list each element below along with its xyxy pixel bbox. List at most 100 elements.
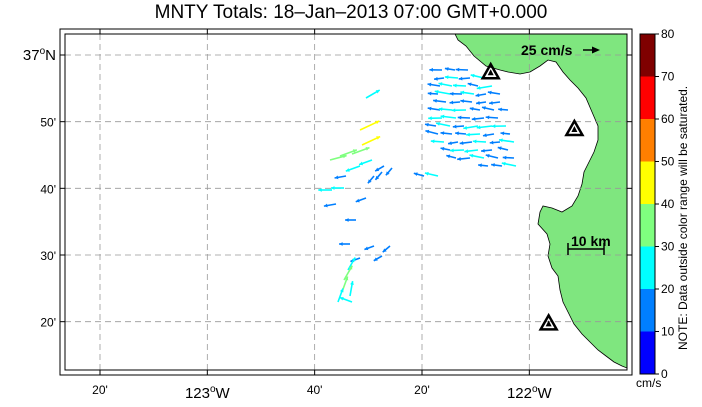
current-vector <box>481 106 495 111</box>
current-vector <box>444 75 459 80</box>
current-vector <box>413 172 425 177</box>
current-vector <box>334 175 347 180</box>
current-vector <box>475 93 487 98</box>
current-vector <box>351 146 370 155</box>
current-vector <box>429 67 443 72</box>
current-vector <box>463 125 479 130</box>
colorbar-segment <box>640 204 655 247</box>
current-vector <box>374 171 383 181</box>
current-vector <box>373 255 383 262</box>
current-vector <box>318 188 332 192</box>
current-vector <box>382 245 391 253</box>
current-vector <box>472 139 487 144</box>
colorbar-segment <box>640 289 655 332</box>
current-vector <box>459 141 473 145</box>
latitude-labels: 37oN 50' 40' 30' 20' <box>23 46 56 330</box>
current-vector <box>430 139 445 144</box>
current-vector <box>374 165 385 172</box>
current-vector <box>460 90 475 95</box>
colorbar-segment <box>640 331 655 374</box>
current-vector <box>446 154 457 159</box>
current-vector <box>452 124 465 129</box>
current-vector <box>339 242 350 246</box>
current-vector <box>455 131 467 136</box>
colorbar-tick-label: 40 <box>661 197 675 211</box>
current-vector <box>485 153 499 159</box>
current-vector <box>482 133 495 138</box>
colorbar: 0 10 20 30 40 50 60 70 80 <box>639 27 675 381</box>
lat-label: 30' <box>40 249 56 263</box>
colorbar-tick-label: 50 <box>661 155 675 169</box>
current-vector <box>450 148 465 153</box>
scale-bar <box>567 243 605 255</box>
longitude-labels: 20' 123oW 40' 20' 122oW <box>92 383 552 402</box>
current-vector <box>424 122 437 127</box>
station-marker-site-east <box>564 118 585 137</box>
colorbar-tick-label: 10 <box>661 325 675 339</box>
current-vector <box>331 186 344 190</box>
colorbar-tick-label: 60 <box>661 112 675 126</box>
current-vector <box>438 107 453 112</box>
colorbar-tick-label: 80 <box>661 27 675 41</box>
map-frame-inner <box>64 33 628 371</box>
current-vector <box>457 115 471 120</box>
current-vector <box>452 83 467 88</box>
map-frame-outer <box>59 28 633 376</box>
map-title: MNTY Totals: 18–Jan–2013 07:00 GMT+0.000 <box>154 2 548 23</box>
current-vector <box>323 203 337 208</box>
current-vector <box>358 159 373 166</box>
station-marker-site-north <box>480 61 501 80</box>
lat-label: 50' <box>40 116 56 130</box>
current-vector <box>500 131 511 136</box>
current-vector <box>345 218 356 222</box>
colorbar-tick-label: 0 <box>661 367 668 381</box>
current-vectors <box>318 67 517 303</box>
current-vector <box>424 171 439 177</box>
current-vector <box>478 163 489 168</box>
current-vector <box>466 132 481 137</box>
coastline-land <box>454 34 627 369</box>
current-vector <box>464 149 479 154</box>
current-vector <box>440 131 453 136</box>
current-vector <box>491 124 507 129</box>
scale-arrow: 25 cm/s <box>521 42 600 58</box>
current-vector <box>501 161 517 167</box>
current-vector <box>427 91 439 96</box>
current-vector <box>481 148 493 153</box>
current-vector <box>471 117 485 121</box>
lon-label: 123oW <box>185 384 231 402</box>
current-vector <box>449 91 463 96</box>
station-marker-site-south <box>538 312 559 331</box>
current-vector <box>469 153 485 159</box>
current-vector <box>475 101 487 105</box>
colorbar-segment <box>640 161 655 204</box>
lon-label: 122oW <box>507 384 553 402</box>
colorbar-units: cm/s <box>636 376 662 390</box>
current-vector <box>329 154 347 161</box>
current-vector <box>444 67 456 71</box>
current-vector <box>485 115 499 120</box>
current-vector <box>427 82 441 87</box>
current-vector <box>367 175 375 184</box>
current-vector <box>355 197 367 203</box>
current-vector <box>447 141 459 146</box>
current-vector <box>433 98 447 103</box>
current-vector <box>458 76 471 81</box>
current-vector <box>451 108 467 113</box>
current-vector <box>457 157 471 161</box>
colorbar-note: NOTE: Data outside color range will be s… <box>676 85 690 350</box>
current-vector <box>487 90 501 95</box>
current-vector <box>498 138 515 143</box>
frame-ticks <box>60 29 632 375</box>
current-vector <box>476 125 493 130</box>
current-vector <box>488 101 501 105</box>
current-vector <box>359 120 380 131</box>
current-vector <box>435 121 451 127</box>
colorbar-segment <box>640 76 655 119</box>
current-vector <box>498 107 509 112</box>
current-vector <box>502 155 515 160</box>
current-vector <box>345 165 361 172</box>
current-vector <box>476 85 493 90</box>
colorbar-tick-label: 20 <box>661 282 675 296</box>
